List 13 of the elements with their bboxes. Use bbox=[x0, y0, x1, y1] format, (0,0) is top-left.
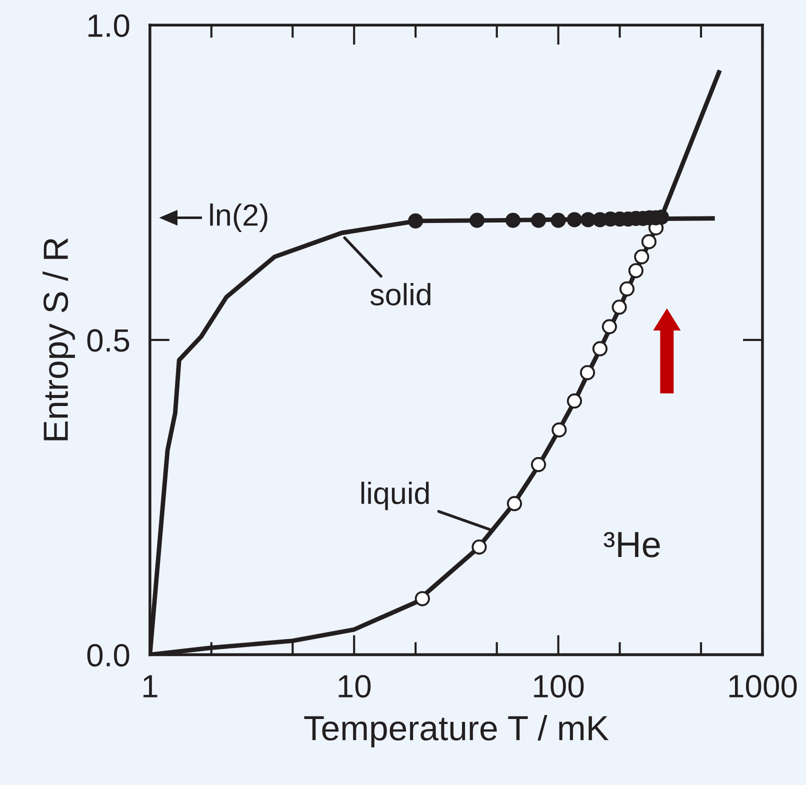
x-tick-label: 1 bbox=[143, 675, 158, 698]
annotation: liquid bbox=[361, 482, 429, 510]
y-axis-title: Entropy S / R bbox=[42, 238, 75, 440]
y-tick-label: 0.0 bbox=[87, 644, 130, 667]
annotation: ln(2) bbox=[210, 204, 268, 232]
y-tick-label: 0.5 bbox=[87, 329, 130, 352]
x-tick-label: 100 bbox=[534, 674, 584, 698]
y-tick-label: 1.0 bbox=[88, 14, 130, 38]
annotation: ³He bbox=[604, 532, 660, 558]
x-tick-label: 10 bbox=[338, 674, 371, 698]
x-axis-title: Temperature T / mK bbox=[304, 715, 609, 748]
annotation: solid bbox=[370, 283, 430, 306]
x-tick-label: 1000 bbox=[729, 674, 797, 698]
